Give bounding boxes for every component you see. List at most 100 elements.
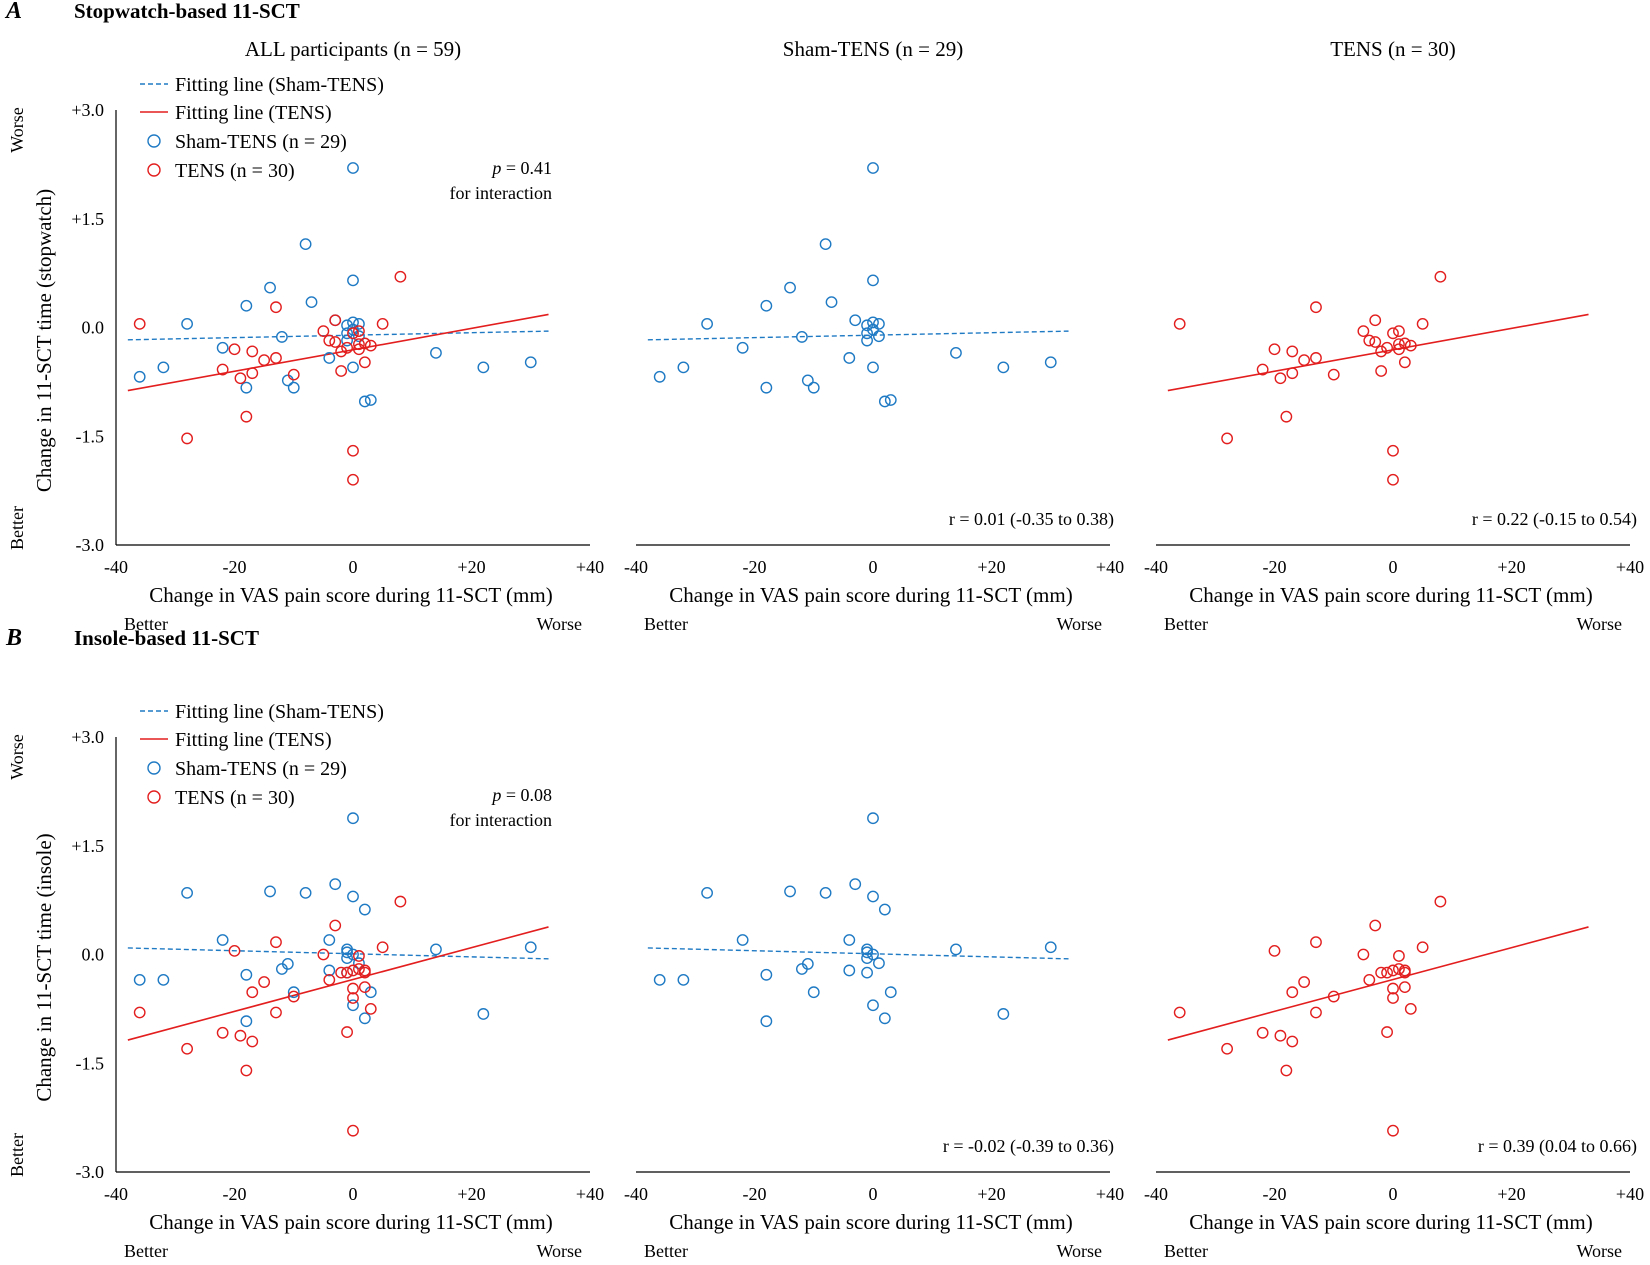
fit-line-tens bbox=[1167, 926, 1589, 1041]
point-tens bbox=[1363, 334, 1376, 347]
point-sham bbox=[524, 356, 537, 369]
x-tick-label: -40 bbox=[104, 1184, 128, 1204]
legend-pts-sham: Sham-TENS (n = 29) bbox=[175, 131, 347, 153]
point-tens bbox=[234, 1029, 247, 1042]
p-value-subtitle: for interaction bbox=[450, 183, 552, 203]
point-sham bbox=[950, 943, 962, 956]
point-tens bbox=[133, 1006, 146, 1019]
y-better-label: Better bbox=[7, 1133, 27, 1177]
point-tens bbox=[376, 317, 389, 330]
point-sham bbox=[997, 361, 1010, 374]
point-sham bbox=[281, 374, 294, 387]
fit-line-sham bbox=[647, 947, 1069, 960]
point-sham bbox=[157, 361, 170, 374]
point-sham bbox=[216, 341, 229, 354]
point-sham bbox=[849, 314, 862, 327]
point-tens bbox=[347, 444, 359, 457]
point-tens bbox=[1387, 1124, 1399, 1137]
x-tick-label: -20 bbox=[223, 1184, 247, 1204]
point-sham bbox=[323, 934, 336, 946]
point-tens bbox=[1398, 337, 1411, 350]
chart-b-3: -40 -20 0 +20 +40 Change in VAS pain score du… bbox=[1144, 895, 1644, 1261]
y-axis-label: Change in 11-SCT time (stopwatch) bbox=[32, 189, 56, 492]
point-tens bbox=[258, 354, 271, 367]
point-sham bbox=[216, 934, 229, 946]
point-sham bbox=[867, 316, 879, 329]
point-sham bbox=[347, 162, 359, 174]
x-tick-label: -20 bbox=[743, 557, 767, 577]
point-tens bbox=[1434, 895, 1447, 908]
x-tick-label: +40 bbox=[576, 1184, 604, 1204]
y-tick-label: 0.0 bbox=[82, 318, 105, 338]
point-tens bbox=[1173, 317, 1186, 330]
x-worse-label: Worse bbox=[1576, 614, 1622, 634]
p-value-symbol: p bbox=[490, 785, 501, 805]
point-tens bbox=[335, 966, 348, 979]
point-sham bbox=[796, 331, 808, 343]
point-sham bbox=[240, 1015, 253, 1028]
point-sham bbox=[873, 317, 885, 330]
correlation-tens: r = 0.39 (0.04 to 0.66) bbox=[1478, 1136, 1637, 1157]
point-sham bbox=[861, 946, 873, 959]
x-tick-label: -20 bbox=[1263, 1184, 1287, 1204]
point-sham bbox=[287, 986, 300, 999]
point-tens bbox=[287, 990, 300, 1003]
x-axis-label: Change in VAS pain score during 11-SCT (… bbox=[1189, 1210, 1592, 1234]
point-sham bbox=[347, 999, 359, 1012]
point-sham bbox=[867, 323, 879, 336]
point-sham bbox=[867, 361, 879, 374]
point-tens bbox=[1286, 1035, 1299, 1048]
correlation-tens: r = 0.22 (-0.15 to 0.54) bbox=[1472, 509, 1637, 530]
point-tens bbox=[394, 895, 407, 908]
point-sham bbox=[264, 885, 276, 898]
point-tens bbox=[1393, 338, 1405, 351]
p-value-number: = 0.08 bbox=[501, 785, 552, 805]
point-sham bbox=[347, 361, 359, 374]
x-tick-label: +20 bbox=[977, 557, 1005, 577]
point-sham bbox=[524, 941, 537, 954]
point-tens bbox=[317, 325, 330, 338]
point-sham bbox=[867, 812, 879, 825]
point-tens bbox=[1398, 981, 1411, 994]
point-tens bbox=[353, 338, 365, 351]
legend-fit-tens: Fitting line (TENS) bbox=[175, 729, 332, 751]
point-tens bbox=[364, 1002, 377, 1015]
x-better-label: Better bbox=[644, 614, 688, 634]
point-tens bbox=[358, 966, 371, 979]
point-sham bbox=[884, 394, 897, 406]
point-tens bbox=[358, 337, 371, 350]
point-sham bbox=[849, 878, 862, 891]
point-sham bbox=[997, 1008, 1010, 1020]
point-sham bbox=[861, 327, 873, 340]
point-tens bbox=[1173, 1006, 1186, 1019]
point-tens bbox=[1393, 325, 1405, 338]
point-tens bbox=[1404, 1002, 1417, 1015]
point-tens bbox=[1274, 372, 1287, 385]
p-value-number: = 0.41 bbox=[501, 158, 552, 178]
point-sham bbox=[281, 958, 294, 970]
point-sham bbox=[287, 381, 300, 394]
point-sham bbox=[358, 1012, 371, 1025]
point-sham bbox=[157, 973, 170, 986]
legend-fit-sham: Fitting line (Sham-TENS) bbox=[175, 701, 384, 723]
point-tens bbox=[1327, 990, 1340, 1003]
legend-swatch-pts-sham bbox=[147, 761, 161, 775]
point-tens bbox=[1387, 473, 1399, 486]
legend-pts-tens: TENS (n = 30) bbox=[175, 787, 295, 809]
p-value: p = 0.41 bbox=[490, 158, 552, 178]
point-tens bbox=[353, 963, 365, 975]
point-tens bbox=[1416, 317, 1429, 330]
point-sham bbox=[341, 946, 353, 959]
point-tens bbox=[323, 334, 336, 347]
point-sham bbox=[819, 886, 832, 899]
point-tens bbox=[216, 363, 229, 376]
point-tens bbox=[1404, 339, 1417, 352]
point-sham bbox=[861, 319, 873, 332]
legend-swatch-pts-tens bbox=[147, 790, 161, 804]
y-tick-label: +3.0 bbox=[71, 727, 104, 747]
x-better-label: Better bbox=[124, 614, 168, 634]
point-sham bbox=[240, 299, 253, 312]
point-sham bbox=[275, 331, 288, 343]
point-tens bbox=[1268, 343, 1281, 356]
